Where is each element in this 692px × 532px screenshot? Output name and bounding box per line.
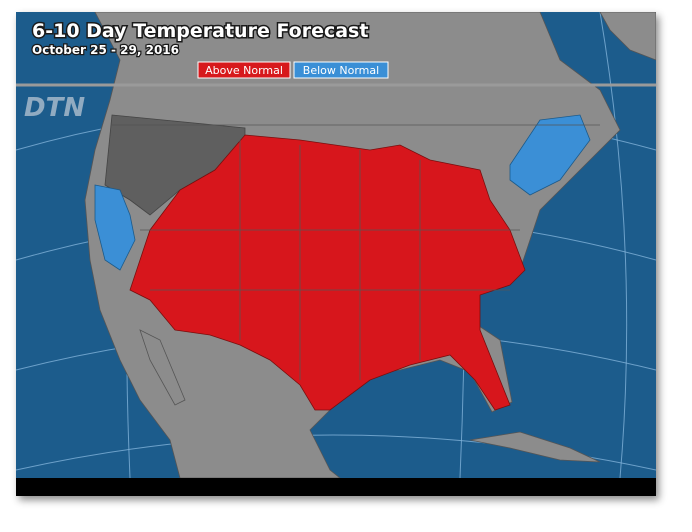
state-borders	[112, 124, 600, 380]
greenland	[599, 12, 656, 61]
map-subtitle: October 25 - 29, 2016	[32, 43, 179, 57]
logo: DTN	[24, 93, 85, 123]
map-frame	[16, 12, 656, 496]
red-region	[129, 134, 526, 411]
legend-label: Below Normal	[303, 64, 379, 77]
legend-swatch	[197, 61, 291, 79]
legend-swatch	[293, 61, 389, 79]
northeast-blue-region	[509, 114, 591, 196]
legend-label: Above Normal	[205, 64, 283, 77]
map-title: 6-10 Day Temperature Forecast	[32, 20, 368, 42]
cuba	[469, 431, 601, 463]
west-coast-blue-region	[94, 184, 136, 271]
baja	[139, 329, 186, 406]
